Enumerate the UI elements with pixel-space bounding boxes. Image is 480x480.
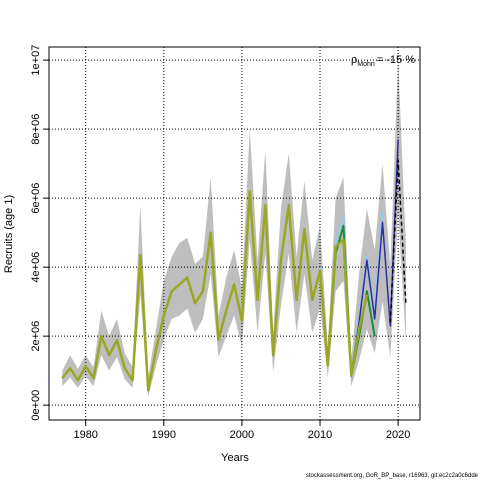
mohn-subscript: Mohn: [357, 61, 375, 68]
x-tick-label: 2000: [230, 429, 254, 441]
y-tick-label: 6e+06: [30, 183, 42, 214]
mohn-symbol: ρ: [351, 54, 357, 66]
x-tick-label: 1990: [152, 429, 176, 441]
x-axis-label: Years: [221, 452, 249, 464]
series-line: [389, 159, 407, 323]
x-tick-label: 1980: [73, 429, 97, 441]
series-line: [61, 189, 369, 392]
mohn-annotation: ρMohn = -15 %: [351, 54, 415, 68]
y-tick-label: 1e+07: [30, 45, 42, 76]
plot-frame: [48, 46, 421, 421]
y-tick-label: 8e+06: [30, 114, 42, 145]
series-line: [350, 139, 399, 375]
x-tick-label: 2010: [308, 429, 332, 441]
mohn-text: = -15 %: [377, 54, 415, 66]
y-axis-label: Recruits (age 1): [3, 195, 15, 273]
y-tick-label: 0e+00: [30, 390, 42, 421]
x-tick-label: 2020: [386, 429, 410, 441]
y-tick-label: 4e+06: [30, 252, 42, 283]
footer: stockassessment.org, GoR_BP_base, r16963…: [306, 473, 479, 479]
y-tick-label: 2e+06: [30, 321, 42, 352]
